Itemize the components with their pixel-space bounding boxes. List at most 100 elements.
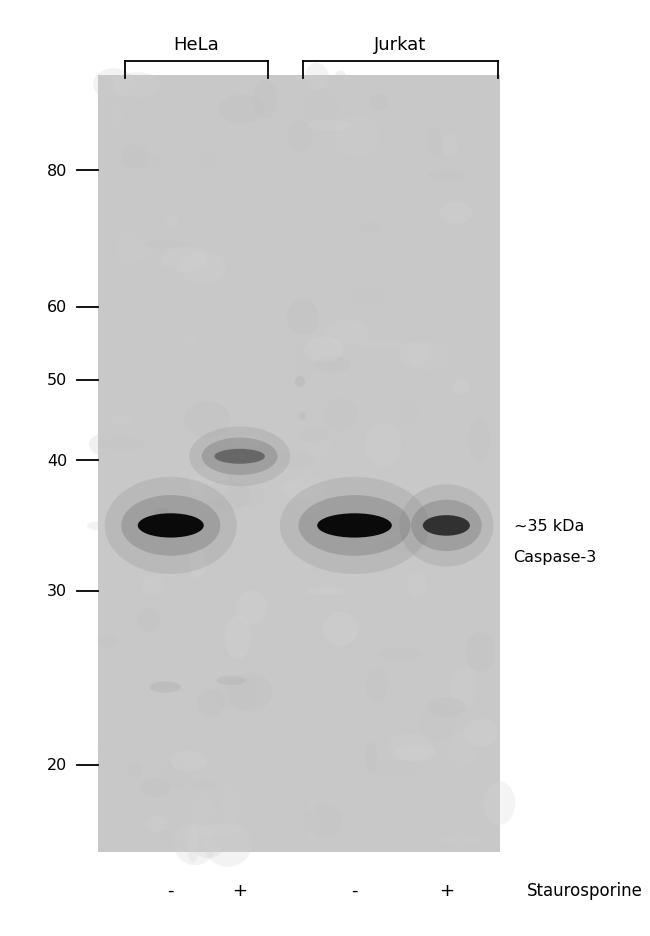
Ellipse shape bbox=[183, 333, 198, 348]
Ellipse shape bbox=[251, 698, 281, 725]
Ellipse shape bbox=[406, 341, 450, 373]
Ellipse shape bbox=[287, 120, 311, 152]
Ellipse shape bbox=[406, 573, 427, 599]
Ellipse shape bbox=[303, 644, 329, 685]
Ellipse shape bbox=[214, 449, 265, 464]
Ellipse shape bbox=[147, 815, 166, 833]
Ellipse shape bbox=[428, 129, 443, 157]
Ellipse shape bbox=[122, 154, 164, 170]
Ellipse shape bbox=[87, 521, 114, 531]
Ellipse shape bbox=[387, 520, 408, 528]
Ellipse shape bbox=[174, 824, 216, 865]
Ellipse shape bbox=[154, 806, 174, 843]
Ellipse shape bbox=[465, 632, 495, 672]
Ellipse shape bbox=[332, 690, 372, 730]
Ellipse shape bbox=[303, 804, 341, 837]
Ellipse shape bbox=[439, 202, 473, 225]
Ellipse shape bbox=[233, 779, 257, 788]
Ellipse shape bbox=[170, 751, 207, 772]
Text: 60: 60 bbox=[47, 300, 68, 315]
Ellipse shape bbox=[300, 413, 306, 421]
Ellipse shape bbox=[305, 64, 329, 92]
Text: 20: 20 bbox=[47, 757, 68, 772]
Ellipse shape bbox=[395, 745, 436, 761]
Ellipse shape bbox=[225, 616, 252, 659]
Ellipse shape bbox=[229, 435, 265, 446]
Ellipse shape bbox=[229, 138, 278, 148]
Ellipse shape bbox=[99, 438, 146, 450]
Ellipse shape bbox=[189, 427, 290, 487]
Ellipse shape bbox=[441, 634, 459, 655]
Ellipse shape bbox=[369, 95, 388, 111]
Ellipse shape bbox=[409, 532, 441, 547]
Ellipse shape bbox=[300, 427, 329, 443]
Ellipse shape bbox=[400, 343, 428, 368]
Ellipse shape bbox=[333, 71, 348, 97]
Ellipse shape bbox=[305, 438, 333, 456]
Ellipse shape bbox=[288, 475, 328, 515]
Ellipse shape bbox=[227, 673, 273, 711]
Ellipse shape bbox=[113, 73, 161, 98]
Text: 50: 50 bbox=[47, 373, 68, 388]
Ellipse shape bbox=[452, 380, 470, 395]
Ellipse shape bbox=[350, 287, 387, 304]
Ellipse shape bbox=[214, 678, 258, 710]
Ellipse shape bbox=[197, 689, 225, 717]
Ellipse shape bbox=[191, 782, 216, 789]
Ellipse shape bbox=[469, 419, 491, 462]
Ellipse shape bbox=[116, 229, 142, 264]
Ellipse shape bbox=[188, 466, 229, 500]
Ellipse shape bbox=[236, 591, 268, 624]
Ellipse shape bbox=[448, 731, 478, 767]
Text: 80: 80 bbox=[47, 164, 68, 179]
Ellipse shape bbox=[298, 495, 411, 556]
Ellipse shape bbox=[272, 452, 314, 469]
Ellipse shape bbox=[304, 90, 339, 130]
Ellipse shape bbox=[464, 174, 491, 213]
Ellipse shape bbox=[221, 784, 239, 828]
Ellipse shape bbox=[150, 681, 181, 693]
Ellipse shape bbox=[313, 357, 351, 373]
Ellipse shape bbox=[304, 338, 343, 363]
Ellipse shape bbox=[162, 759, 190, 790]
Ellipse shape bbox=[324, 399, 358, 432]
Text: +: + bbox=[232, 881, 247, 899]
Ellipse shape bbox=[138, 514, 204, 538]
Ellipse shape bbox=[399, 485, 493, 567]
Ellipse shape bbox=[464, 719, 499, 747]
Ellipse shape bbox=[161, 247, 207, 272]
Text: -: - bbox=[168, 881, 174, 899]
Text: Staurosporine: Staurosporine bbox=[526, 881, 643, 899]
Ellipse shape bbox=[340, 443, 365, 450]
Text: HeLa: HeLa bbox=[174, 36, 220, 53]
Ellipse shape bbox=[193, 825, 241, 835]
Ellipse shape bbox=[202, 438, 278, 475]
Ellipse shape bbox=[295, 376, 305, 388]
Ellipse shape bbox=[228, 485, 265, 507]
Ellipse shape bbox=[89, 433, 125, 457]
Ellipse shape bbox=[365, 424, 401, 467]
Ellipse shape bbox=[129, 247, 152, 261]
Ellipse shape bbox=[253, 80, 278, 120]
Ellipse shape bbox=[203, 481, 250, 511]
Ellipse shape bbox=[166, 217, 178, 229]
Text: 30: 30 bbox=[47, 584, 68, 599]
Ellipse shape bbox=[427, 698, 466, 718]
Ellipse shape bbox=[98, 739, 111, 756]
Ellipse shape bbox=[372, 760, 414, 777]
Ellipse shape bbox=[105, 477, 237, 575]
Ellipse shape bbox=[484, 782, 515, 825]
Ellipse shape bbox=[287, 300, 318, 336]
Ellipse shape bbox=[333, 518, 364, 531]
Ellipse shape bbox=[411, 500, 482, 551]
Ellipse shape bbox=[399, 401, 420, 427]
Ellipse shape bbox=[306, 803, 318, 841]
Ellipse shape bbox=[324, 321, 369, 345]
Ellipse shape bbox=[335, 116, 380, 158]
Ellipse shape bbox=[189, 549, 207, 578]
Ellipse shape bbox=[111, 103, 123, 129]
Ellipse shape bbox=[439, 834, 482, 846]
Ellipse shape bbox=[367, 515, 404, 533]
Text: +: + bbox=[439, 881, 454, 899]
Ellipse shape bbox=[280, 477, 429, 575]
